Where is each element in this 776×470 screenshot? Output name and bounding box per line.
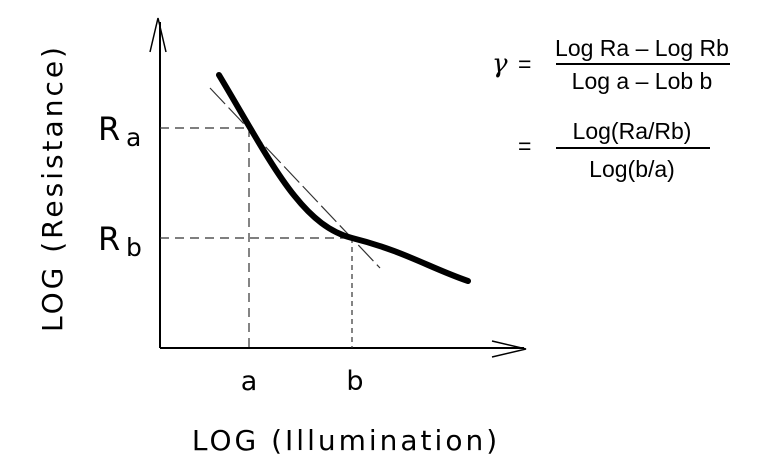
formula-numerator-1: Log Ra – Log Rb [555,35,729,61]
formula-numerator-2: Log(Ra/Rb) [573,118,692,144]
x-axis-arrowhead [491,340,527,358]
gamma-symbol: γ [492,49,508,79]
x-label-b: b [346,366,363,397]
rb-label-main: R [98,220,120,258]
y-axis-title: LOG (Resistance) [36,44,69,332]
ra-label-main: R [98,110,120,148]
rb-label-sub: b [126,233,142,262]
formula-denominator-1: Log a – Lob b [572,68,713,94]
formula-equals-2: = [518,133,531,159]
y-axis-arrowhead [149,17,167,53]
formula-denominator-2: Log(b/a) [589,156,675,182]
ra-label-sub: a [126,123,141,152]
x-label-a: a [241,366,258,397]
resistance-curve [216,72,471,284]
formula-equals-1: = [518,51,531,77]
x-axis-title: LOG (Illumination) [192,424,500,457]
